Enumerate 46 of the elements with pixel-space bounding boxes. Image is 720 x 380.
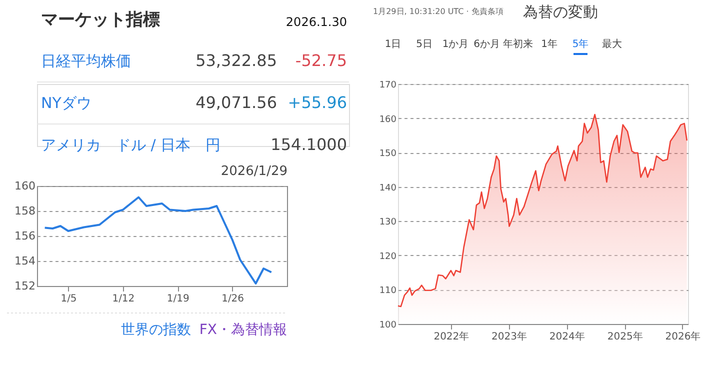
text: 6か月: [474, 39, 500, 50]
text: +55.96: [288, 93, 347, 112]
chart-subtitle: 1月29日, 10:31:20 UTC · 免責条項: [373, 7, 504, 16]
y-tick-label: 130: [379, 218, 397, 228]
text: -52.75: [295, 51, 347, 70]
x-tick-label: 2025年: [607, 330, 643, 342]
text: 世界の指数: [121, 322, 191, 338]
y-tick-label: 110: [379, 286, 397, 296]
x-tick-label: 1/5: [60, 294, 77, 304]
text: 日経平均株価: [41, 52, 131, 70]
y-tick-label: 154: [14, 254, 36, 268]
y-tick-label: 100: [379, 320, 397, 330]
text: 1日: [384, 39, 402, 50]
y-tick-label: 150: [379, 149, 397, 160]
x-tick-label: 1/26: [222, 294, 244, 304]
x-tick-label: 1/19: [166, 294, 190, 304]
y-tick-label: 156: [14, 230, 36, 242]
line-series: [44, 196, 272, 284]
y-tick-label: 120: [379, 252, 397, 262]
text: 1年: [541, 38, 558, 50]
y-tick-label: 152: [14, 280, 36, 292]
x-tick-label: 2022年: [434, 330, 470, 342]
text: 5日: [416, 39, 432, 50]
y-tick-label: 170: [379, 80, 397, 90]
text: 2026.1.30: [286, 15, 347, 29]
x-tick-label: 2024年: [549, 330, 585, 342]
y-tick-label: 158: [14, 204, 36, 218]
text: FX・為替情報: [199, 322, 287, 338]
text: 53,322.85: [196, 51, 277, 70]
text: 49,071.56: [196, 93, 277, 112]
text: NYダウ: [41, 94, 92, 112]
text: マーケット指標: [41, 10, 160, 30]
text: 最大: [602, 38, 622, 50]
y-tick-label: 160: [14, 180, 36, 192]
chart-title: 2026/1/29: [220, 164, 288, 179]
text: 1か月: [442, 39, 469, 50]
text: 年初来: [503, 38, 533, 50]
text: 5年: [572, 38, 589, 50]
y-tick-label: 160: [379, 114, 397, 125]
text: アメリカ ドル / 日本 円: [41, 136, 221, 154]
x-tick-label: 1/12: [112, 294, 135, 304]
text: 154.1000: [270, 135, 347, 154]
y-tick-label: 140: [379, 183, 397, 194]
x-tick-label: 2023年: [492, 330, 527, 342]
chart-title: 為替の変動: [523, 3, 598, 21]
x-tick-label: 2026年: [665, 330, 701, 342]
